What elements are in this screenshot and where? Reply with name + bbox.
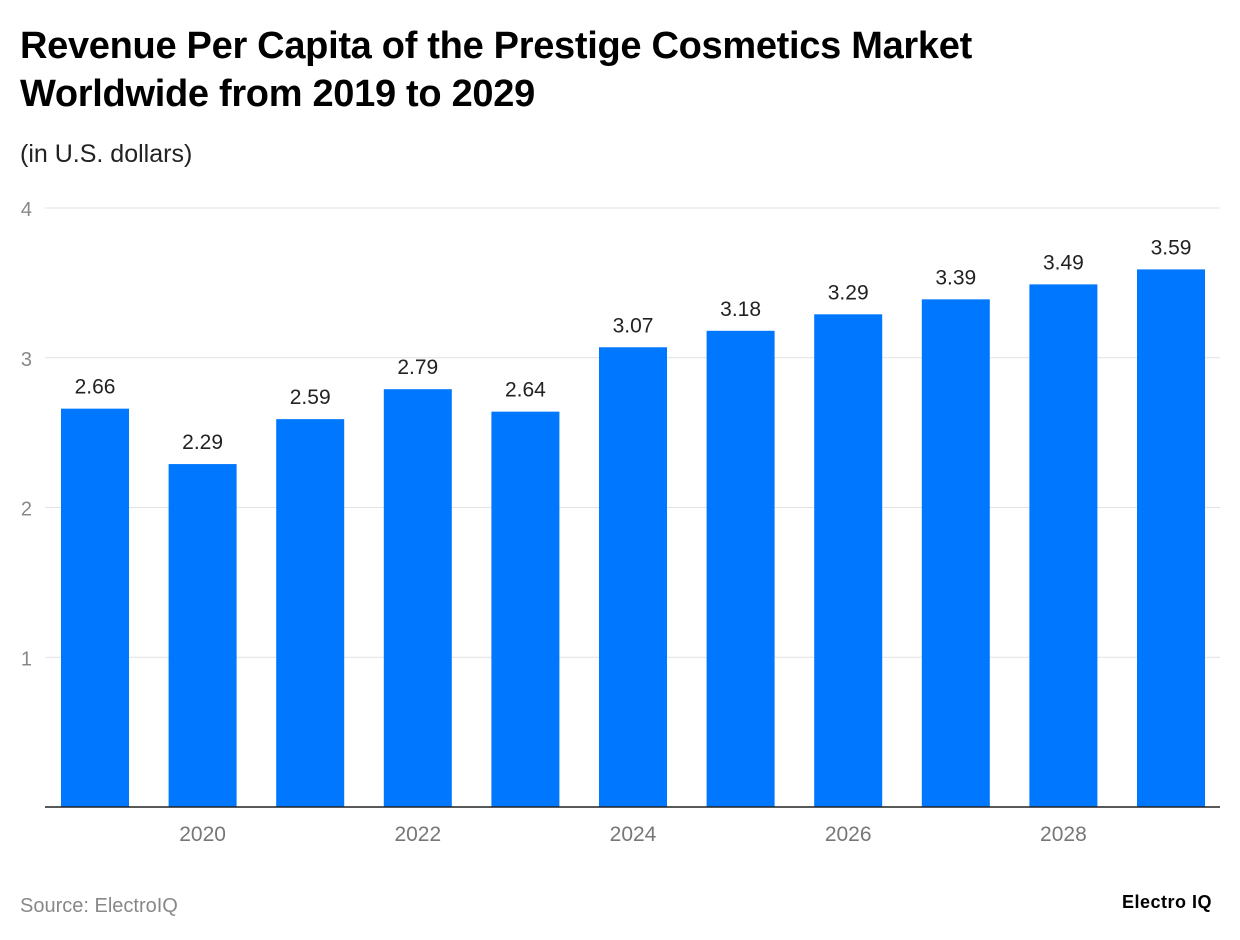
bar-2020 [168,464,237,807]
x-tick-label: 2022 [394,823,441,846]
data-label: 2.66 [75,376,116,399]
bar-2026 [814,314,883,807]
chart-title: Revenue Per Capita of the Prestige Cosme… [20,25,972,115]
bar-2019 [61,408,129,807]
y-tick-label: 1 [21,648,32,670]
bar-2023 [491,411,560,807]
x-tick-label: 2024 [610,823,657,846]
bar-2025 [706,330,775,807]
chart-subtitle: (in U.S. dollars) [20,140,193,168]
x-tick-label: 2026 [825,823,872,846]
data-label: 3.29 [828,281,869,304]
bar-2022 [383,389,452,807]
data-label: 3.07 [613,314,654,337]
y-tick-label: 2 [21,499,32,521]
data-label: 3.49 [1043,251,1084,274]
bar-2021 [276,419,345,807]
bar-2028 [1029,284,1098,807]
bar-2024 [599,347,667,807]
y-tick-label: 4 [21,199,32,221]
data-label: 2.79 [397,356,438,379]
data-label: 2.59 [290,386,331,409]
y-tick-label: 3 [21,349,32,371]
electroiq-logo: Electro IQ [1121,892,1212,912]
x-tick-label: 2020 [179,823,226,846]
data-label: 3.18 [720,298,761,321]
data-label: 3.59 [1151,236,1192,259]
bar-2027 [921,299,990,807]
data-label: 2.64 [505,379,546,402]
source-note: Source: ElectroIQ [20,895,178,917]
x-tick-label: 2028 [1040,823,1087,846]
data-label: 2.29 [182,431,223,454]
data-label: 3.39 [935,266,976,289]
bar-2029 [1137,269,1205,808]
